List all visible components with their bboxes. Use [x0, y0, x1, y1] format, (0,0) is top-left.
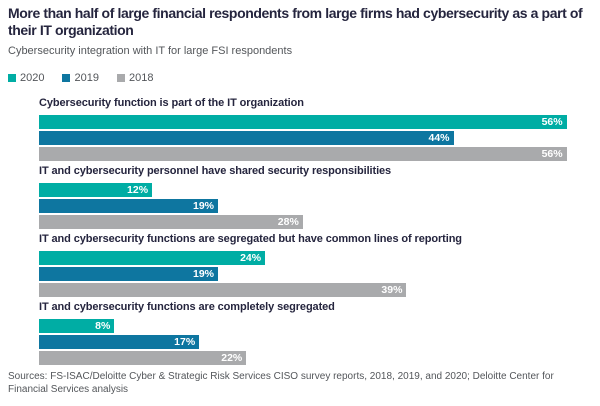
bar-value-label: 56%	[541, 116, 563, 128]
bar-value-label: 19%	[192, 200, 214, 212]
legend-label: 2019	[74, 72, 99, 84]
legend-swatch-icon	[8, 74, 16, 82]
legend-swatch-icon	[116, 74, 125, 82]
legend-label: 2020	[20, 72, 45, 84]
bar-value-label: 19%	[192, 268, 214, 280]
legend-item-2020: 2020	[8, 72, 44, 84]
bar-2018: 56%	[39, 147, 567, 161]
bar-value-label: 17%	[174, 336, 196, 348]
bar-2020: 24%	[39, 251, 266, 265]
bar-group: IT and cybersecurity personnel have shar…	[39, 165, 576, 229]
figure-title: More than half of large financial respon…	[8, 5, 583, 38]
legend-swatch-icon	[62, 74, 71, 82]
bar-value-label: 28%	[277, 216, 299, 228]
bar-group-label: IT and cybersecurity personnel have shar…	[39, 165, 392, 177]
bar-2020: 56%	[39, 115, 567, 129]
bar-2018: 28%	[39, 215, 303, 229]
bar-group: IT and cybersecurity functions are segre…	[39, 233, 576, 297]
sources-note: Sources: FS-ISAC/Deloitte Cyber & Strate…	[8, 371, 554, 395]
bar-2019: 44%	[39, 131, 454, 145]
bar-value-label: 56%	[541, 148, 563, 160]
bar-value-label: 12%	[127, 184, 149, 196]
bar-2020: 8%	[39, 319, 115, 333]
bar-2019: 19%	[39, 267, 218, 281]
figure: More than half of large financial respon…	[8, 5, 592, 395]
legend-label: 2018	[128, 72, 154, 84]
bar-2019: 17%	[39, 335, 200, 349]
legend-item-2019: 2019	[62, 72, 99, 84]
legend: 2020 2019 2018	[8, 72, 592, 84]
bar-group-label: IT and cybersecurity functions are segre…	[39, 233, 462, 245]
legend-item-2018: 2018	[116, 72, 154, 84]
bar-value-label: 39%	[381, 284, 403, 296]
bar-group-label: IT and cybersecurity functions are compl…	[39, 301, 335, 313]
bar-group: IT and cybersecurity functions are compl…	[39, 301, 576, 365]
bar-value-label: 22%	[221, 352, 243, 364]
bar-group-label: Cybersecurity function is part of the IT…	[39, 97, 304, 109]
bar-value-label: 8%	[95, 320, 111, 332]
bar-2018: 22%	[39, 351, 247, 365]
bar-chart: Cybersecurity function is part of the IT…	[39, 97, 576, 365]
bar-value-label: 44%	[428, 132, 450, 144]
bar-group: Cybersecurity function is part of the IT…	[39, 97, 576, 161]
bar-2018: 39%	[39, 283, 407, 297]
bar-value-label: 24%	[240, 252, 262, 264]
bar-2019: 19%	[39, 199, 218, 213]
figure-subtitle: Cybersecurity integration with IT for la…	[8, 45, 293, 57]
bar-2020: 12%	[39, 183, 153, 197]
